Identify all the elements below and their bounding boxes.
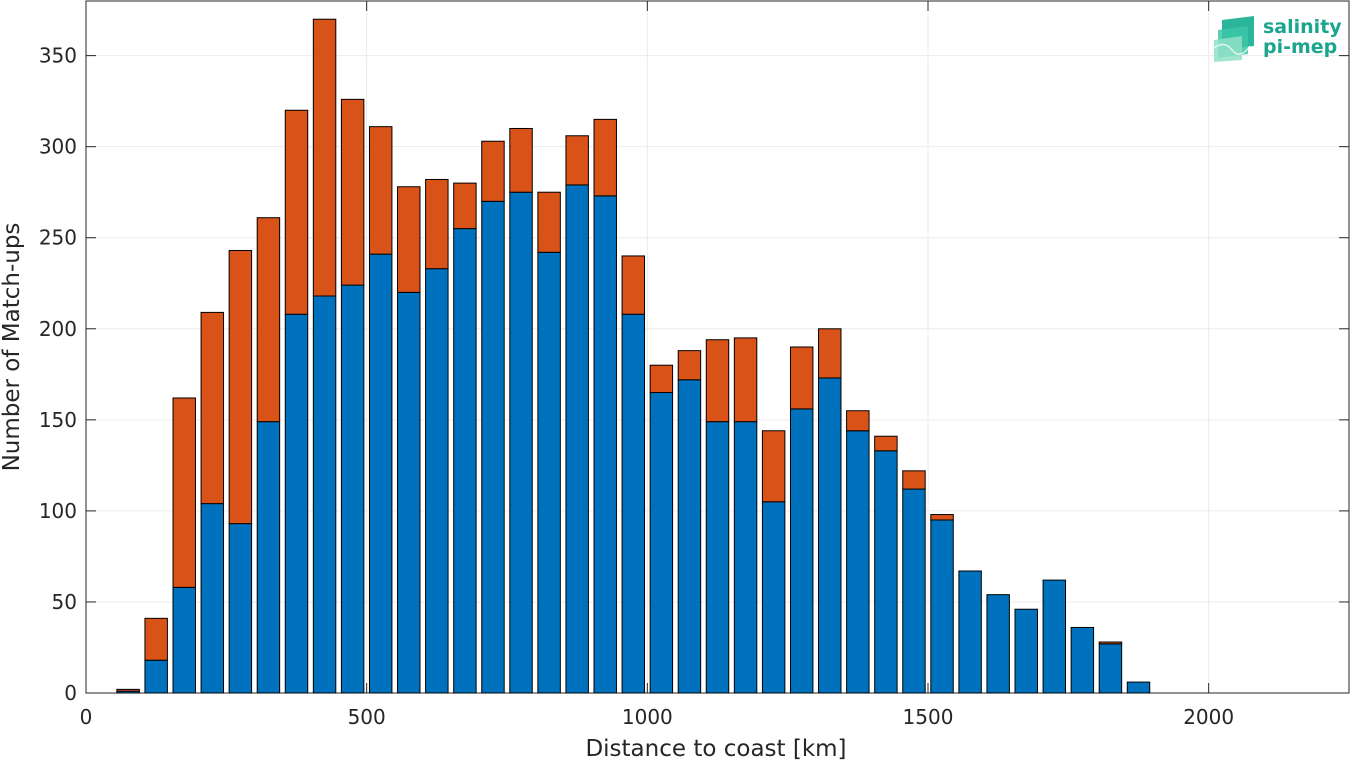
bar-series-2 [144,617,168,661]
bar-series-1 [565,184,589,694]
bar-series-1 [761,501,786,694]
x-tick-label: 1500 [903,705,954,729]
bar-series-1 [846,430,870,694]
bar-series-2 [593,118,617,197]
bar-series-1 [1070,626,1095,694]
bar-series-1 [677,379,702,694]
bar-series-2 [621,255,646,315]
bars [116,18,1151,694]
logo-text-pi-mep: pi-mep [1263,36,1337,58]
y-tick-labels: 0 50 100 150 200 250 300 350 [39,44,77,705]
bar-series-1 [1042,579,1067,694]
bar-series-1 [509,191,533,694]
bar-series-1 [818,377,842,694]
bar-series-1 [789,408,814,694]
bar-series-1 [986,594,1010,694]
x-tick-label: 2000 [1183,705,1234,729]
bar-series-1 [228,523,253,694]
logo-wave-icon [1213,16,1254,62]
bar-series-1 [453,228,477,694]
bar-series-1 [368,253,393,694]
bar-series-1 [649,392,674,694]
bar-series-1 [537,251,561,694]
bar-series-2 [565,135,589,186]
bar-series-2 [1098,641,1123,645]
bar-series-2 [425,178,449,270]
bar-series-1 [397,291,421,694]
x-tick-label: 1000 [622,705,673,729]
bar-series-2 [368,126,393,255]
bar-series-1 [340,284,365,694]
bar-series-2 [312,18,337,297]
bar-series-2 [340,98,365,286]
bar-series-1 [902,488,926,694]
bar-series-2 [284,109,309,315]
bar-series-2 [228,249,253,525]
bar-series-1 [733,421,758,694]
bar-series-1 [930,519,954,694]
y-tick-label: 100 [39,499,77,523]
bar-series-1 [284,313,309,694]
bar-series-1 [874,450,898,694]
bar-series-2 [172,397,196,588]
bar-series-2 [509,127,533,193]
bar-series-2 [116,688,140,692]
bar-series-2 [397,186,421,293]
bar-series-2 [733,337,758,423]
bar-series-1 [621,313,646,694]
x-axis-title: Distance to coast [km] [585,736,846,761]
salinity-pi-mep-logo: salinity pi-mep [1213,16,1342,62]
bar-series-2 [818,328,842,379]
bar-series-2 [677,350,702,381]
bar-series-1 [705,421,730,694]
bar-series-2 [256,217,281,423]
y-tick-label: 200 [39,317,77,341]
bar-series-1 [425,268,449,694]
bar-series-2 [761,430,786,503]
y-tick-label: 300 [39,135,77,159]
bar-series-2 [902,470,926,490]
bar-series-1 [200,503,225,694]
bar-series-1 [1098,643,1123,694]
bar-series-2 [705,339,730,423]
bar-series-1 [312,295,337,694]
axis-ticks [85,1,1349,694]
logo-text-salinity: salinity [1263,16,1342,38]
bar-series-2 [846,410,870,432]
y-tick-label: 350 [39,44,77,68]
bar-series-1 [172,586,196,694]
y-tick-label: 50 [52,590,77,614]
bar-series-2 [200,311,225,505]
bar-series-1 [958,570,982,694]
bar-series-2 [874,435,898,452]
bar-series-1 [1014,608,1038,694]
y-tick-label: 150 [39,408,77,432]
bar-series-1 [481,200,505,694]
x-tick-label: 0 [80,705,93,729]
y-tick-label: 250 [39,226,77,250]
bar-series-2 [453,182,477,230]
x-tick-label: 500 [348,705,386,729]
bar-series-2 [789,346,814,410]
bar-series-1 [1126,681,1151,694]
bar-series-2 [930,514,954,521]
x-tick-labels: 0 500 1000 1500 2000 [80,705,1234,729]
bar-series-2 [481,140,505,202]
bar-series-1 [593,195,617,694]
bar-series-2 [649,364,674,394]
bar-series-2 [537,191,561,253]
y-axis-title: Number of Match-ups [0,223,25,472]
bar-series-1 [144,659,168,694]
y-tick-label: 0 [64,681,77,705]
bar-series-1 [256,421,281,694]
